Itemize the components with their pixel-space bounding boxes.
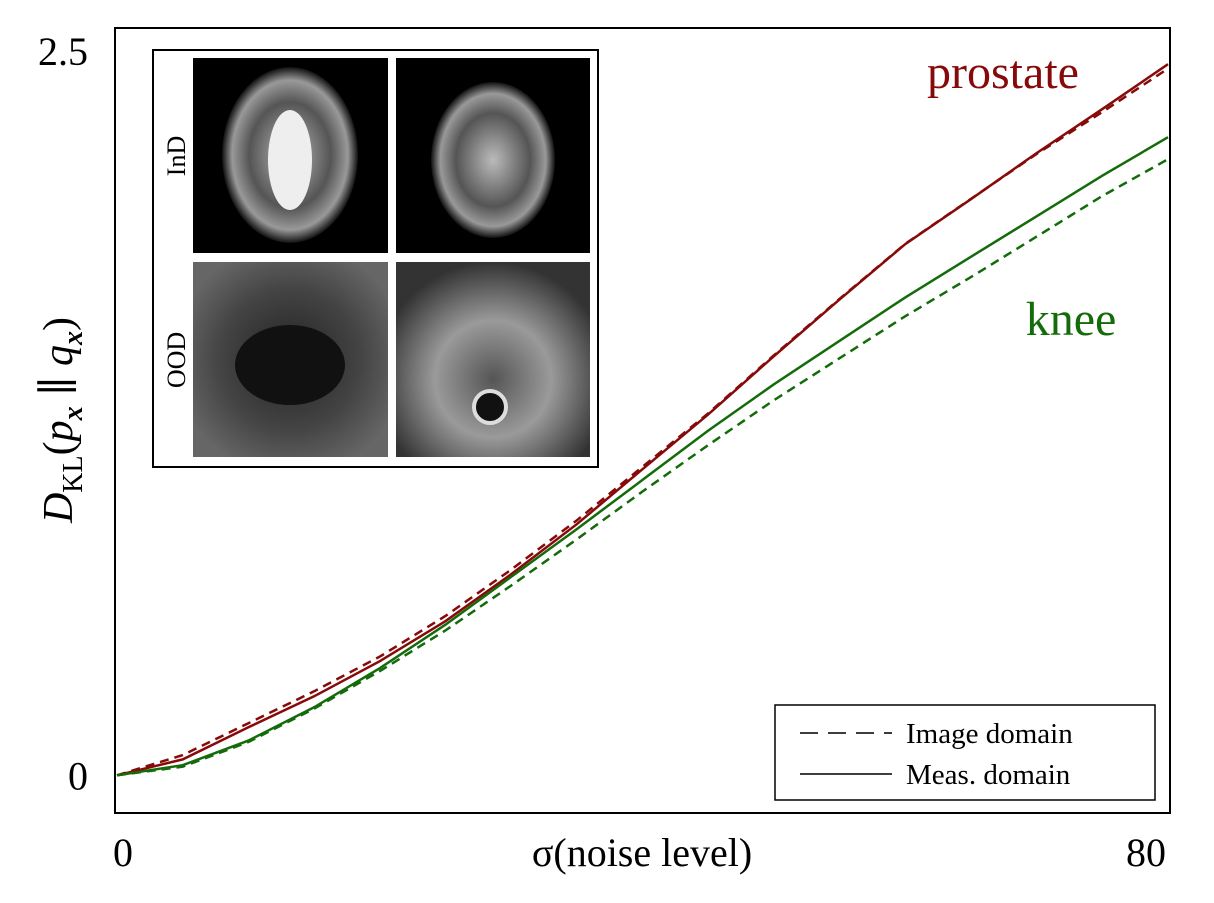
x-axis-label: σ(noise level) <box>532 830 752 875</box>
series-line <box>116 136 1169 777</box>
y-axis-label-part: ( <box>36 441 82 455</box>
y-axis-label-part: KL <box>58 455 89 492</box>
x-tick-label: 80 <box>1126 830 1166 875</box>
legend-box <box>774 704 1156 801</box>
plot-frame <box>114 27 1171 814</box>
y-axis-label-part: p <box>36 420 82 444</box>
y-axis-label-part: ∥ <box>36 366 82 406</box>
y-axis-label-part: D <box>36 493 82 524</box>
y-axis-label: DKL(px ∥ qx) <box>36 317 89 524</box>
x-tick-label: 0 <box>113 830 133 875</box>
series-line <box>116 63 1169 777</box>
y-axis-label-part: q <box>36 345 82 366</box>
legend-label: Image domain <box>906 718 1073 750</box>
inset-image-detail <box>268 110 312 210</box>
inset-image <box>396 262 590 457</box>
legend-label: Meas. domain <box>906 759 1071 791</box>
inset-row-label: OOD <box>162 332 191 388</box>
inset-image-detail <box>235 325 345 405</box>
y-axis-label-part: x <box>58 406 89 421</box>
legend: Image domain Meas. domain <box>774 704 1156 801</box>
inset-image-detail <box>431 82 555 238</box>
y-tick-label: 2.5 <box>38 29 88 74</box>
y-axis-label-part: ) <box>36 317 82 331</box>
inset: InD OOD <box>152 49 599 468</box>
y-tick-label: 0 <box>68 753 88 798</box>
y-axis-label-part: x <box>58 331 89 346</box>
series-annotation: prostate <box>927 46 1079 99</box>
inset-row-label: InD <box>162 136 191 176</box>
inset-image-detail <box>472 389 508 425</box>
series-annotation: knee <box>1026 293 1117 346</box>
